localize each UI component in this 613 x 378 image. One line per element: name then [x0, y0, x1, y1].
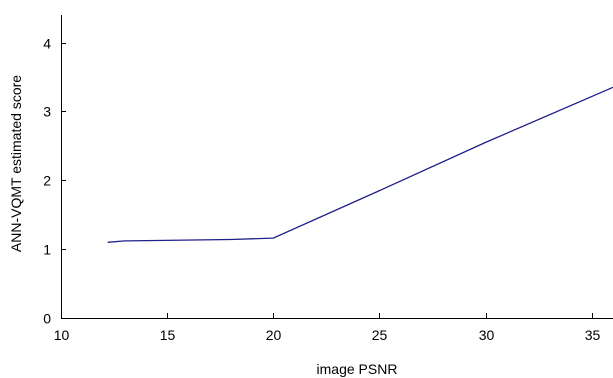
x-tick-label: 25 [372, 327, 388, 343]
y-tick-label: 3 [43, 104, 51, 120]
y-tick-label: 0 [43, 311, 51, 327]
x-axis-label: image PSNR [317, 361, 398, 377]
x-tick-label: 20 [266, 327, 282, 343]
x-tick-label: 30 [479, 327, 495, 343]
y-axis-ticks: 0 1 2 3 4 [43, 36, 66, 327]
series-line [107, 86, 613, 243]
y-tick-label: 1 [43, 242, 51, 258]
series-layer [107, 86, 613, 243]
x-tick-label: 15 [160, 327, 176, 343]
x-tick-label: 10 [54, 327, 70, 343]
y-tick-label: 2 [43, 173, 51, 189]
y-tick-label: 4 [43, 36, 51, 52]
x-axis-ticks: 10 15 20 25 30 35 [54, 313, 601, 343]
y-axis-label: ANN-VQMT estimated score [8, 75, 24, 252]
x-tick-label: 35 [585, 327, 601, 343]
